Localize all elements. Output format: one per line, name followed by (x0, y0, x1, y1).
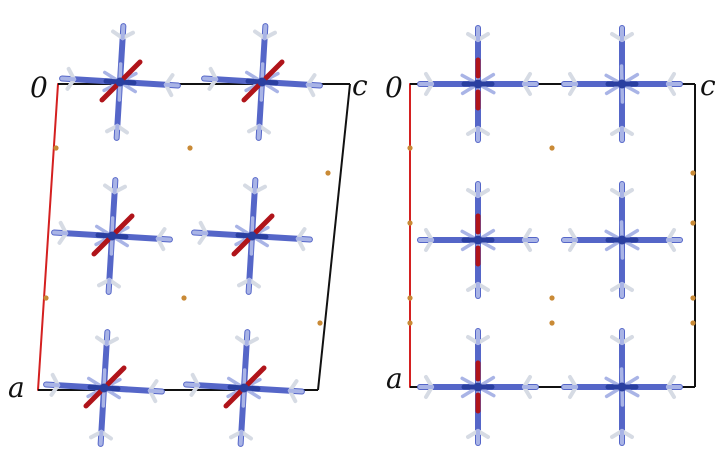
oxygen-bond (263, 59, 285, 81)
ion-dot (317, 320, 323, 326)
nitrogen-atom (473, 235, 483, 245)
methyl-end (305, 82, 322, 88)
left-panel: 0 c a (8, 23, 368, 447)
molecule (183, 329, 305, 447)
ion-dot (549, 295, 555, 301)
molecule (561, 181, 683, 299)
nitrogen-atom (247, 231, 257, 241)
ion-dot (690, 320, 696, 326)
oxygen-bond (245, 365, 267, 387)
nitrogen-atom (617, 235, 627, 245)
ion-dot (407, 295, 413, 301)
methyl-end (112, 178, 118, 195)
oxygen-bond (241, 83, 261, 103)
right-c-axis-label: c (700, 69, 715, 102)
cell-edge (317, 83, 351, 391)
molecule (43, 329, 165, 447)
ion-dot (407, 145, 413, 151)
methyl-end (147, 388, 164, 394)
molecule (201, 23, 323, 141)
methyl-end (192, 230, 209, 236)
methyl-end (120, 24, 126, 41)
nitrogen-atom (257, 77, 267, 87)
oxygen-bond (121, 59, 143, 81)
ion-dot (187, 145, 193, 151)
methyl-end (52, 230, 69, 236)
oxygen-bond (253, 213, 275, 235)
methyl-end (104, 330, 110, 347)
ion-dot (181, 295, 187, 301)
molecule (417, 181, 539, 299)
nitrogen-atom (617, 79, 627, 89)
ion-dot (407, 220, 413, 226)
left-molecules (43, 23, 323, 447)
left-c-axis-label: c (352, 69, 368, 102)
methyl-end (238, 429, 244, 446)
oxygen-bond (105, 365, 127, 387)
nitrogen-atom (473, 79, 483, 89)
methyl-end (98, 429, 104, 446)
right-unit-cell (409, 83, 696, 388)
methyl-end (114, 123, 120, 140)
methyl-end (287, 388, 304, 394)
molecule (561, 25, 683, 143)
ion-dot (690, 295, 696, 301)
nitrogen-atom (99, 383, 109, 393)
methyl-end (106, 277, 112, 294)
ion-dot (43, 295, 49, 301)
oxygen-bond (113, 213, 135, 235)
methyl-end (202, 76, 219, 82)
nitrogen-atom (473, 382, 483, 392)
oxygen-bond (99, 83, 119, 103)
nitrogen-atom (617, 382, 627, 392)
methyl-end (184, 382, 201, 388)
molecule (417, 25, 539, 143)
ion-dot (549, 320, 555, 326)
left-a-axis-label: a (8, 371, 25, 404)
methyl-end (295, 236, 312, 242)
molecule (191, 177, 313, 295)
molecule (417, 328, 539, 446)
nitrogen-atom (107, 231, 117, 241)
ion-dot (407, 320, 413, 326)
methyl-end (252, 178, 258, 195)
methyl-end (262, 24, 268, 41)
nitrogen-atom (115, 77, 125, 87)
right-molecules (417, 25, 683, 446)
ion-dot (690, 220, 696, 226)
ion-dot (690, 170, 696, 176)
methyl-end (244, 330, 250, 347)
methyl-end (163, 82, 180, 88)
left-origin-label: 0 (30, 71, 48, 104)
methyl-end (60, 76, 77, 82)
molecule (561, 328, 683, 446)
ion-dot (53, 145, 59, 151)
methyl-end (256, 123, 262, 140)
right-ions (407, 145, 696, 326)
left-ions (43, 145, 331, 326)
ion-dot (549, 145, 555, 151)
nitrogen-atom (239, 383, 249, 393)
oxygen-bond (83, 389, 103, 409)
molecule (51, 177, 173, 295)
methyl-end (44, 382, 61, 388)
methyl-end (246, 277, 252, 294)
molecule (59, 23, 181, 141)
a-axis-line (37, 83, 59, 391)
ion-dot (325, 170, 331, 176)
right-a-axis-label: a (386, 362, 403, 395)
oxygen-bond (91, 237, 111, 257)
methyl-end (155, 236, 172, 242)
right-origin-label: 0 (385, 71, 403, 104)
right-panel: 0 c a (385, 25, 715, 446)
oxygen-bond (223, 389, 243, 409)
oxygen-bond (231, 237, 251, 257)
